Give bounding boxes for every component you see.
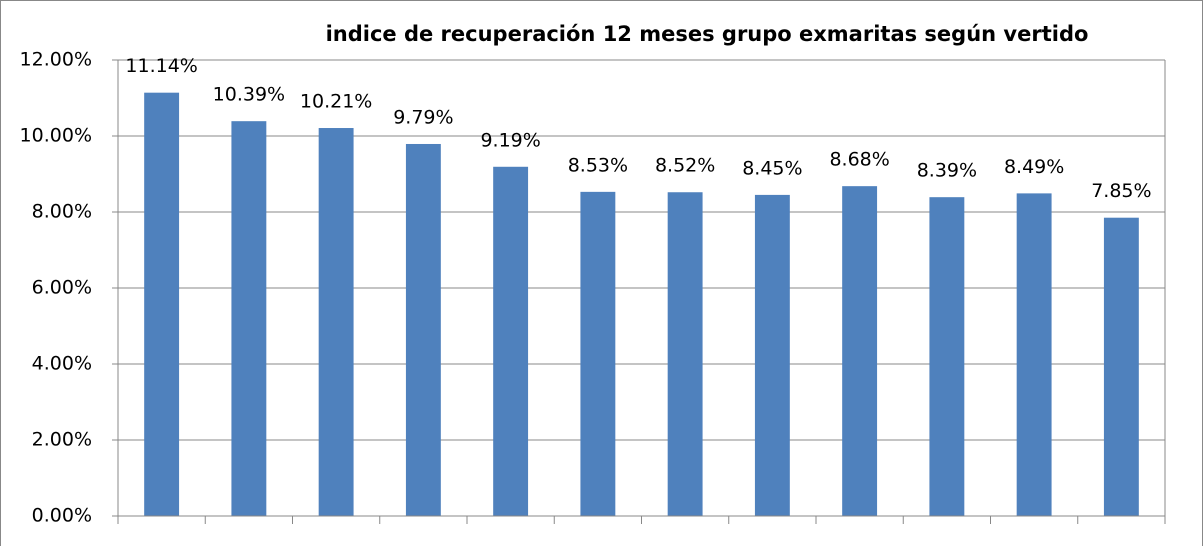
y-tick-label: 4.00% bbox=[32, 353, 92, 375]
data-label: 10.21% bbox=[300, 91, 372, 113]
data-label: 8.68% bbox=[829, 149, 889, 171]
bar bbox=[493, 166, 529, 516]
data-label: 8.53% bbox=[568, 154, 628, 176]
bar bbox=[842, 186, 878, 516]
bar bbox=[318, 128, 354, 516]
data-label: 10.39% bbox=[213, 84, 285, 106]
y-tick-label: 2.00% bbox=[32, 429, 92, 451]
bar bbox=[1016, 193, 1052, 516]
bar bbox=[231, 121, 267, 517]
bar bbox=[1103, 217, 1139, 516]
data-label: 8.45% bbox=[742, 157, 802, 179]
data-label: 8.52% bbox=[655, 155, 715, 177]
data-label: 8.49% bbox=[1004, 156, 1064, 178]
data-label: 7.85% bbox=[1091, 180, 1151, 202]
data-label: 9.79% bbox=[393, 106, 453, 128]
y-tick-label: 10.00% bbox=[20, 125, 92, 147]
data-label: 8.39% bbox=[917, 160, 977, 182]
y-tick-label: 12.00% bbox=[20, 49, 92, 71]
bar bbox=[667, 192, 703, 517]
chart-title: indice de recuperación 12 meses grupo ex… bbox=[326, 22, 1089, 46]
y-tick-label: 6.00% bbox=[32, 277, 92, 299]
bar bbox=[929, 197, 965, 516]
bar bbox=[754, 194, 790, 516]
data-label: 9.19% bbox=[480, 129, 540, 151]
bar bbox=[405, 143, 441, 517]
bar bbox=[144, 92, 180, 517]
y-tick-label: 0.00% bbox=[32, 505, 92, 527]
data-label: 11.14% bbox=[125, 55, 197, 77]
bar bbox=[580, 191, 616, 517]
y-tick-label: 8.00% bbox=[32, 201, 92, 223]
